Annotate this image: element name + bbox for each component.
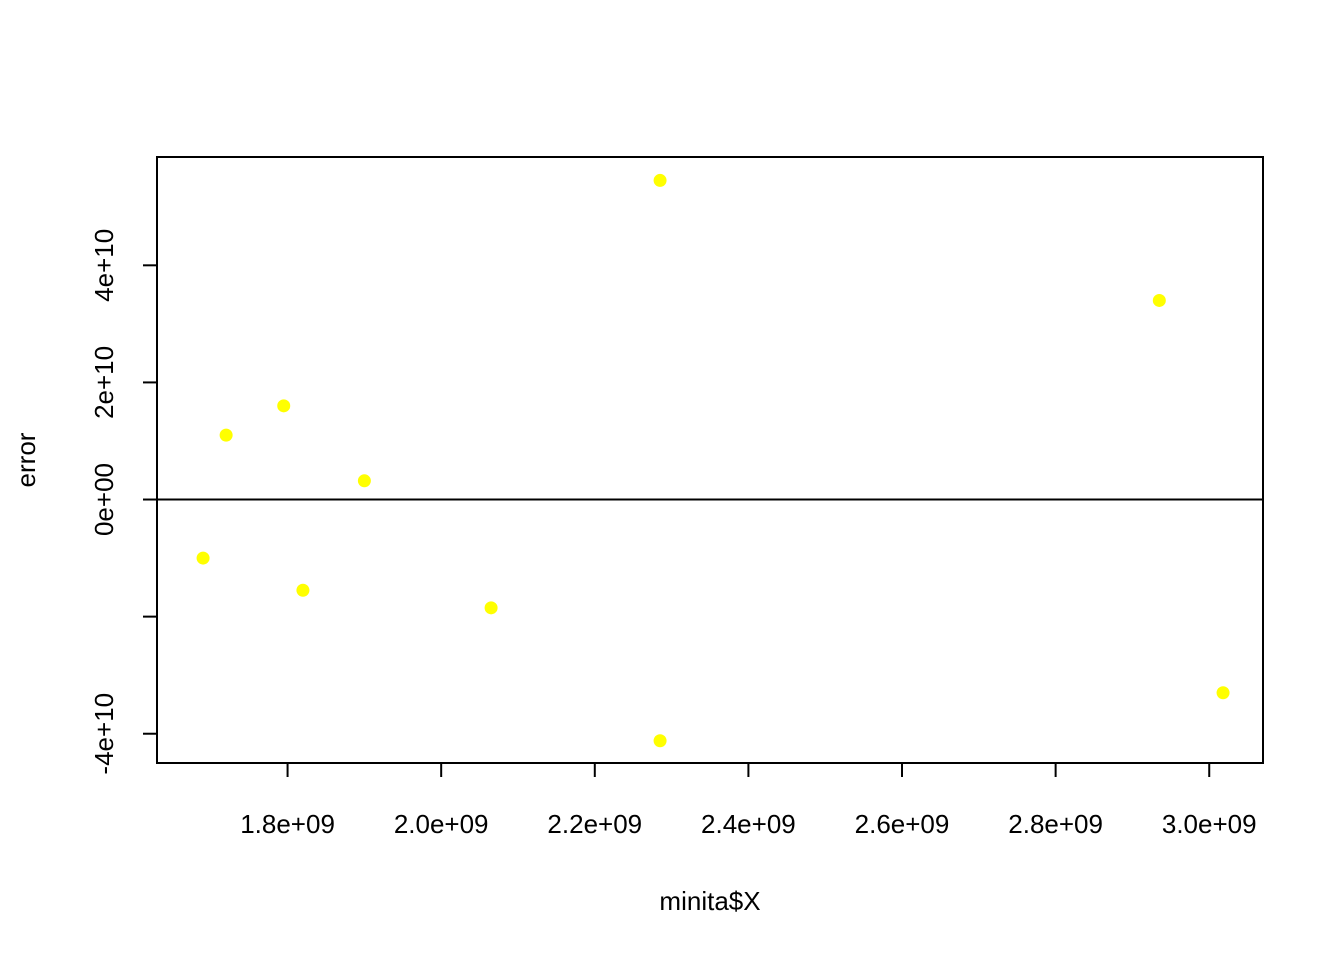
x-tick-label: 2.4e+09 xyxy=(701,809,796,839)
x-axis: 1.8e+09 2.0e+09 2.2e+09 2.4e+09 2.6e+09 2.8e+… xyxy=(240,762,1257,839)
data-point xyxy=(1152,293,1166,307)
data-point xyxy=(296,583,310,597)
x-tick-label: 2.2e+09 xyxy=(547,809,642,839)
x-tick-label: 3.0e+09 xyxy=(1162,809,1257,839)
x-tick-label: 2.6e+09 xyxy=(855,809,950,839)
x-tick-label: 1.8e+09 xyxy=(240,809,335,839)
y-axis-title: error xyxy=(11,432,41,487)
y-tick-label: 0e+00 xyxy=(89,463,119,536)
data-point xyxy=(1216,686,1230,700)
data-point xyxy=(357,474,371,488)
data-points xyxy=(196,173,1230,748)
y-tick-label: 2e+10 xyxy=(89,346,119,419)
data-point xyxy=(277,399,291,413)
plot-frame xyxy=(156,156,1264,764)
x-tick-label: 2.8e+09 xyxy=(1008,809,1103,839)
data-point xyxy=(653,173,667,187)
data-point xyxy=(484,601,498,615)
y-tick-label: 4e+10 xyxy=(89,229,119,302)
y-axis: -4e+10 0e+00 2e+10 4e+10 xyxy=(89,229,158,775)
x-axis-title: minita$X xyxy=(659,886,760,916)
y-tick-label: -4e+10 xyxy=(89,693,119,775)
x-tick-label: 2.0e+09 xyxy=(394,809,489,839)
data-point xyxy=(219,428,233,442)
data-point xyxy=(653,734,667,748)
data-point xyxy=(196,551,210,565)
